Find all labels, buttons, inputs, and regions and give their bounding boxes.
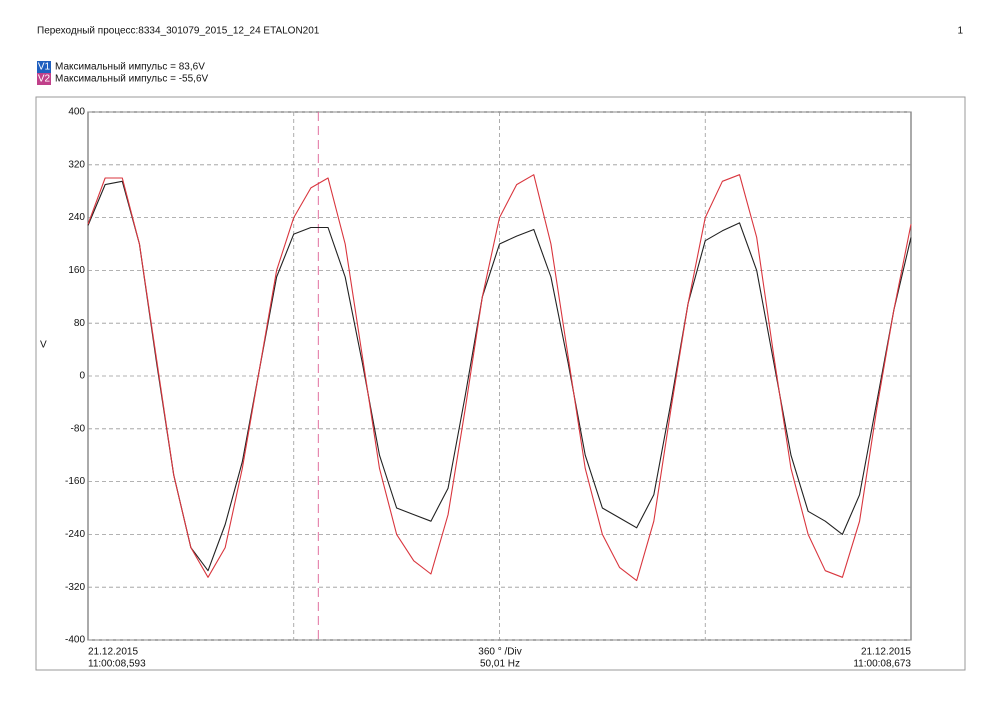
- y-tick-label: 240: [68, 212, 85, 223]
- y-tick-label: 400: [68, 107, 85, 118]
- legend-name: V1: [38, 62, 51, 73]
- y-tick-label: 0: [79, 371, 85, 382]
- x-start-time: 11:00:08,593: [88, 659, 146, 670]
- legend-text: Максимальный импульс = -55,6V: [55, 74, 209, 85]
- legend-swatch: [37, 73, 51, 85]
- y-tick-label: 320: [68, 159, 85, 170]
- y-tick-label: 80: [74, 318, 86, 329]
- legend-swatch: [37, 61, 51, 73]
- legend-text: Максимальный импульс = 83,6V: [55, 62, 205, 73]
- x-start-date: 21.12.2015: [88, 647, 138, 658]
- legend-name: V2: [38, 74, 51, 85]
- y-tick-label: -80: [71, 423, 86, 434]
- series-line: [87, 174, 912, 582]
- x-frequency: 50,01 Hz: [480, 659, 520, 670]
- y-tick-label: 160: [68, 265, 85, 276]
- page-number: 1: [957, 26, 963, 37]
- outer-frame: [35, 96, 966, 671]
- y-tick-label: -400: [65, 635, 85, 646]
- series-line: [87, 180, 912, 572]
- x-scale: 360 ° /Div: [478, 647, 521, 658]
- y-axis-label: V: [40, 340, 47, 351]
- x-end-date: 21.12.2015: [861, 647, 911, 658]
- y-tick-label: -320: [65, 582, 85, 593]
- chart-title: Переходный процесс:8334_301079_2015_12_2…: [37, 26, 320, 37]
- x-end-time: 11:00:08,673: [853, 659, 911, 670]
- y-tick-label: -240: [65, 529, 85, 540]
- y-tick-label: -160: [65, 476, 85, 487]
